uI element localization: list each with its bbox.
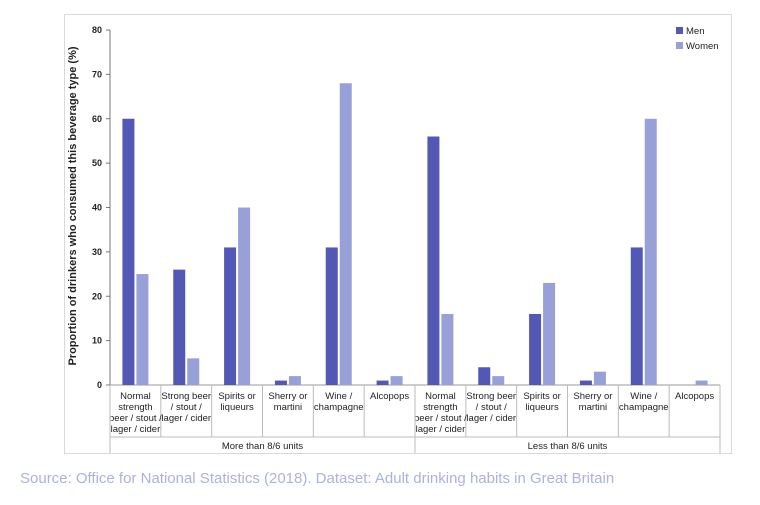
x-tick-label: Normal strength beer / stout / lager / cide…	[414, 391, 467, 435]
bar-women	[187, 358, 200, 385]
legend-label-women: Women	[686, 41, 719, 52]
y-tick-label: 60	[92, 114, 102, 124]
bar-men	[376, 380, 389, 385]
bar-women	[136, 274, 149, 385]
x-tick-label: Strong beer / stout / lager / cider	[161, 391, 211, 424]
bar-women	[339, 83, 352, 385]
legend-swatch-men	[676, 27, 683, 34]
x-tick-label: Spirits or liqueurs	[218, 391, 255, 413]
bar-men	[274, 380, 287, 385]
chart-frame	[64, 14, 732, 454]
bar-men	[224, 247, 237, 385]
x-tick-label: Sherry or martini	[573, 391, 612, 413]
bar-women	[288, 376, 301, 385]
source-caption: Source: Office for National Statistics (…	[20, 470, 615, 487]
y-tick-label: 30	[92, 247, 102, 257]
y-tick-label: 70	[92, 69, 102, 79]
bar-men	[173, 269, 186, 385]
y-tick-label: 50	[92, 158, 102, 168]
legend-label-men: Men	[686, 26, 704, 37]
x-tick-label: Alcopops	[370, 391, 409, 402]
bar-men	[122, 118, 135, 385]
x-tick-label: Alcopops	[675, 391, 714, 402]
bar-men	[529, 314, 542, 385]
legend-swatch-women	[676, 42, 683, 49]
bar-women	[593, 371, 606, 385]
y-tick-label: 10	[92, 336, 102, 346]
bar-women	[390, 376, 403, 385]
bar-men	[325, 247, 338, 385]
x-group-label: Less than 8/6 units	[528, 441, 608, 452]
bar-chart: 0 10 20 30 40 50 60 70 80 Normal strength beer / st…	[92, 25, 721, 453]
x-tick-label: Spirits or liqueurs	[523, 391, 560, 413]
x-group-label: More than 8/6 units	[222, 441, 304, 452]
y-tick-label: 80	[92, 25, 102, 35]
bar-women	[238, 207, 251, 385]
bar-women	[644, 118, 657, 385]
x-tick-label: Normal strength beer / stout / lager / cide…	[109, 391, 162, 435]
bar-men	[630, 247, 643, 385]
y-axis-label: Proportion of drinkers who consumed this…	[67, 46, 79, 366]
bar-men	[579, 380, 592, 385]
y-tick-label: 20	[92, 291, 102, 301]
bar-women	[492, 376, 505, 385]
bar-men	[478, 367, 491, 385]
x-tick-label: Wine / champagne	[619, 391, 669, 413]
bar-women	[543, 282, 556, 385]
x-tick-label: Sherry or martini	[268, 391, 307, 413]
bar-women	[695, 380, 708, 385]
x-tick-label: Strong beer / stout / lager / cider	[466, 391, 516, 424]
bar-women	[441, 314, 454, 385]
y-tick-label: 40	[92, 203, 102, 213]
bar-men	[427, 136, 440, 385]
y-tick-label: 0	[97, 380, 102, 390]
x-tick-label: Wine / champagne	[314, 391, 364, 413]
